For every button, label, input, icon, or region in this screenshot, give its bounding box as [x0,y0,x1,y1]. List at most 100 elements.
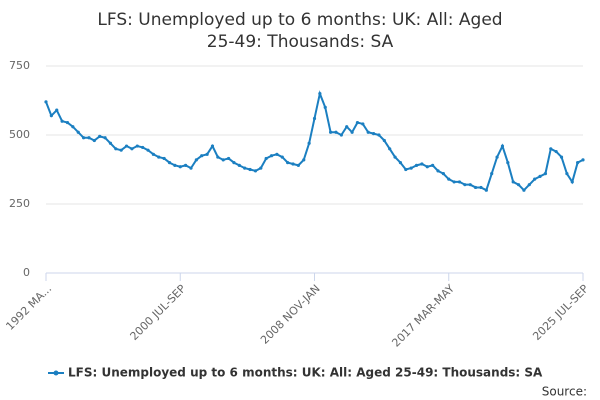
point [194,158,198,162]
point [474,185,478,190]
x-tick-label: 2000 JUL-SEP [127,282,188,343]
point [543,172,548,176]
point [108,141,113,145]
point [511,180,515,184]
legend-label: LFS: Unemployed up to 6 months: UK: All:… [68,366,543,380]
point [302,158,306,162]
point [425,165,429,169]
point [135,144,139,148]
point [441,172,445,176]
point [565,172,569,176]
point [248,167,252,172]
point [296,163,300,167]
point [329,130,333,134]
point [312,116,317,121]
point [371,132,376,136]
point [243,166,247,170]
source: Source: [542,385,587,399]
y-tick-label: 500 [9,128,30,141]
point [447,177,451,181]
point [457,180,462,184]
point [538,174,542,178]
point [334,130,338,134]
point [495,155,499,159]
point [157,155,161,159]
point [576,161,580,165]
point [307,141,311,145]
point [506,161,510,165]
point [409,166,413,170]
point [130,147,134,151]
point [398,161,403,165]
x-tick-label: 1992 MA... [3,282,54,333]
point [49,114,53,118]
y-tick-label: 250 [9,197,30,210]
point [414,163,419,167]
point [570,180,574,184]
point [103,136,107,140]
point [253,169,258,173]
point [479,185,483,190]
point [146,148,150,152]
point [318,92,322,96]
chart-title: LFS: Unemployed up to 6 months: UK: All:… [97,10,502,52]
point [463,183,467,187]
legend-marker [53,370,59,376]
point [119,148,123,152]
point [98,134,102,138]
point [162,156,166,161]
point [554,149,558,154]
point [216,155,220,159]
point [291,162,295,166]
point [141,145,145,150]
point [559,155,564,159]
point [226,156,231,161]
point [280,155,284,159]
point [173,163,177,167]
point [581,158,585,162]
point [431,163,435,167]
point [522,188,526,192]
point [366,130,370,134]
point [264,156,268,161]
point [452,180,456,184]
point [124,144,129,148]
point [221,158,225,162]
point [500,144,505,148]
point [210,144,215,148]
point [286,161,290,165]
x-tick-label: 2025 JUL-SEP [530,282,591,343]
point [420,162,424,166]
point [350,130,354,134]
point [355,120,360,125]
series-line [45,90,584,192]
point [468,183,472,187]
point [205,152,209,156]
point [339,133,343,137]
point [275,152,279,156]
point [65,120,70,125]
point [151,152,155,156]
x-tick-label: 2017 MAR-MAY [389,282,457,350]
point [533,177,537,181]
point [189,166,193,170]
point [237,163,241,167]
point [527,183,531,187]
point [345,125,349,129]
point [71,125,75,129]
point [200,154,204,158]
x-tick-label: 2008 NOV-JAN [258,282,323,347]
point [87,136,91,140]
point [323,105,327,109]
point [232,161,236,165]
point [60,119,64,123]
point [361,122,365,126]
point [55,108,59,112]
point [178,165,182,169]
y-tick-label: 0 [23,266,30,279]
point [76,130,80,134]
point [404,167,408,172]
point [269,154,274,158]
point [382,138,386,143]
